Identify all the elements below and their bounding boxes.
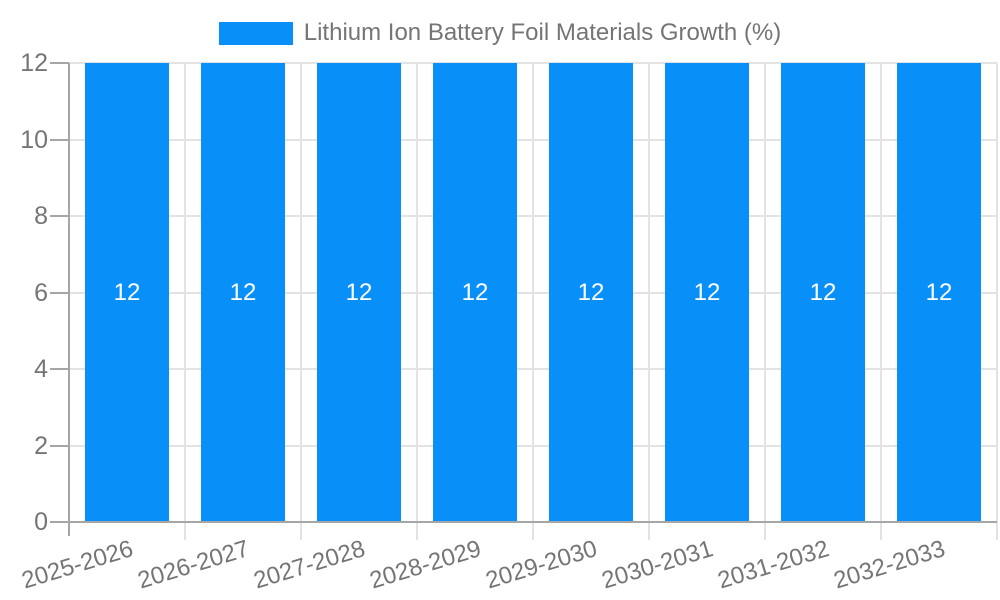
y-tick — [50, 215, 69, 217]
x-gridline — [764, 63, 766, 540]
y-tick-label: 10 — [20, 125, 48, 154]
bar-value-label: 12 — [461, 278, 489, 306]
bar[interactable] — [897, 63, 981, 521]
y-tick — [50, 62, 69, 64]
bar[interactable] — [85, 63, 169, 521]
y-axis-line — [68, 63, 70, 536]
y-tick-label: 12 — [20, 49, 48, 77]
y-tick — [50, 444, 69, 447]
x-gridline — [532, 63, 534, 540]
bar[interactable] — [201, 63, 285, 521]
bar-value-label: 12 — [693, 278, 721, 306]
y-tick-label: 4 — [34, 355, 48, 383]
x-gridline — [184, 63, 186, 540]
y-tick-label: 8 — [34, 202, 48, 230]
legend-label[interactable]: Lithium Ion Battery Foil Materials Growt… — [303, 19, 782, 46]
bar[interactable] — [433, 63, 517, 521]
bar-value-label: 12 — [113, 278, 141, 306]
legend: Lithium Ion Battery Foil Materials Growt… — [0, 20, 1000, 46]
bar[interactable] — [665, 63, 749, 521]
bar[interactable] — [781, 63, 865, 521]
y-tick — [50, 138, 69, 141]
x-gridline — [996, 63, 998, 540]
bar-value-label: 12 — [577, 278, 605, 306]
legend-swatch[interactable] — [218, 21, 293, 45]
y-tick-label: 2 — [34, 431, 48, 460]
x-gridline — [416, 63, 418, 540]
x-gridline — [880, 63, 882, 540]
x-gridline — [300, 63, 302, 540]
x-gridline — [648, 63, 650, 540]
y-tick-label: 0 — [34, 508, 48, 536]
bar[interactable] — [549, 63, 633, 521]
bar-value-label: 12 — [809, 278, 837, 306]
bar-value-label: 12 — [229, 278, 257, 306]
x-axis-line — [50, 521, 997, 523]
y-tick — [50, 291, 69, 294]
bar-value-label: 12 — [345, 278, 373, 306]
y-tick-label: 6 — [34, 278, 48, 307]
y-tick — [50, 368, 69, 370]
bar-value-label: 12 — [925, 278, 953, 306]
bar[interactable] — [317, 63, 401, 521]
